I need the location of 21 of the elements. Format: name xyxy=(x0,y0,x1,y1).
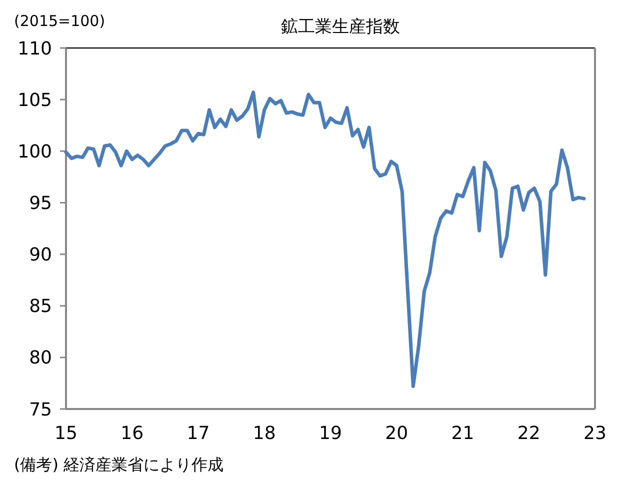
y-tick-label: 90 xyxy=(29,244,52,266)
y-tick-label: 100 xyxy=(18,141,52,162)
y-tick-label: 105 xyxy=(18,90,52,111)
y-tick-label: 80 xyxy=(29,348,52,369)
x-tick-label: 23 xyxy=(584,423,606,444)
x-tick-label: 21 xyxy=(451,423,474,444)
y-tick-label: 110 xyxy=(18,38,52,60)
y-axis-title: (2015=100) xyxy=(14,12,106,30)
x-tick-label: 22 xyxy=(517,423,540,444)
y-tick-label: 95 xyxy=(29,193,52,214)
x-tick-label: 19 xyxy=(319,423,342,444)
x-tick-label: 16 xyxy=(120,423,144,444)
x-tick-label: 17 xyxy=(186,423,210,444)
y-tick-label: 75 xyxy=(29,399,52,420)
x-tick-label: 20 xyxy=(385,423,408,444)
chart-title: 鉱工業生産指数 xyxy=(281,17,400,37)
x-tick-label: 18 xyxy=(252,423,276,444)
text: (備考) 経済産業省により作成 xyxy=(14,455,224,474)
y-tick-label: 85 xyxy=(29,296,52,318)
line-series xyxy=(64,90,586,388)
x-tick-label: 15 xyxy=(54,423,78,444)
